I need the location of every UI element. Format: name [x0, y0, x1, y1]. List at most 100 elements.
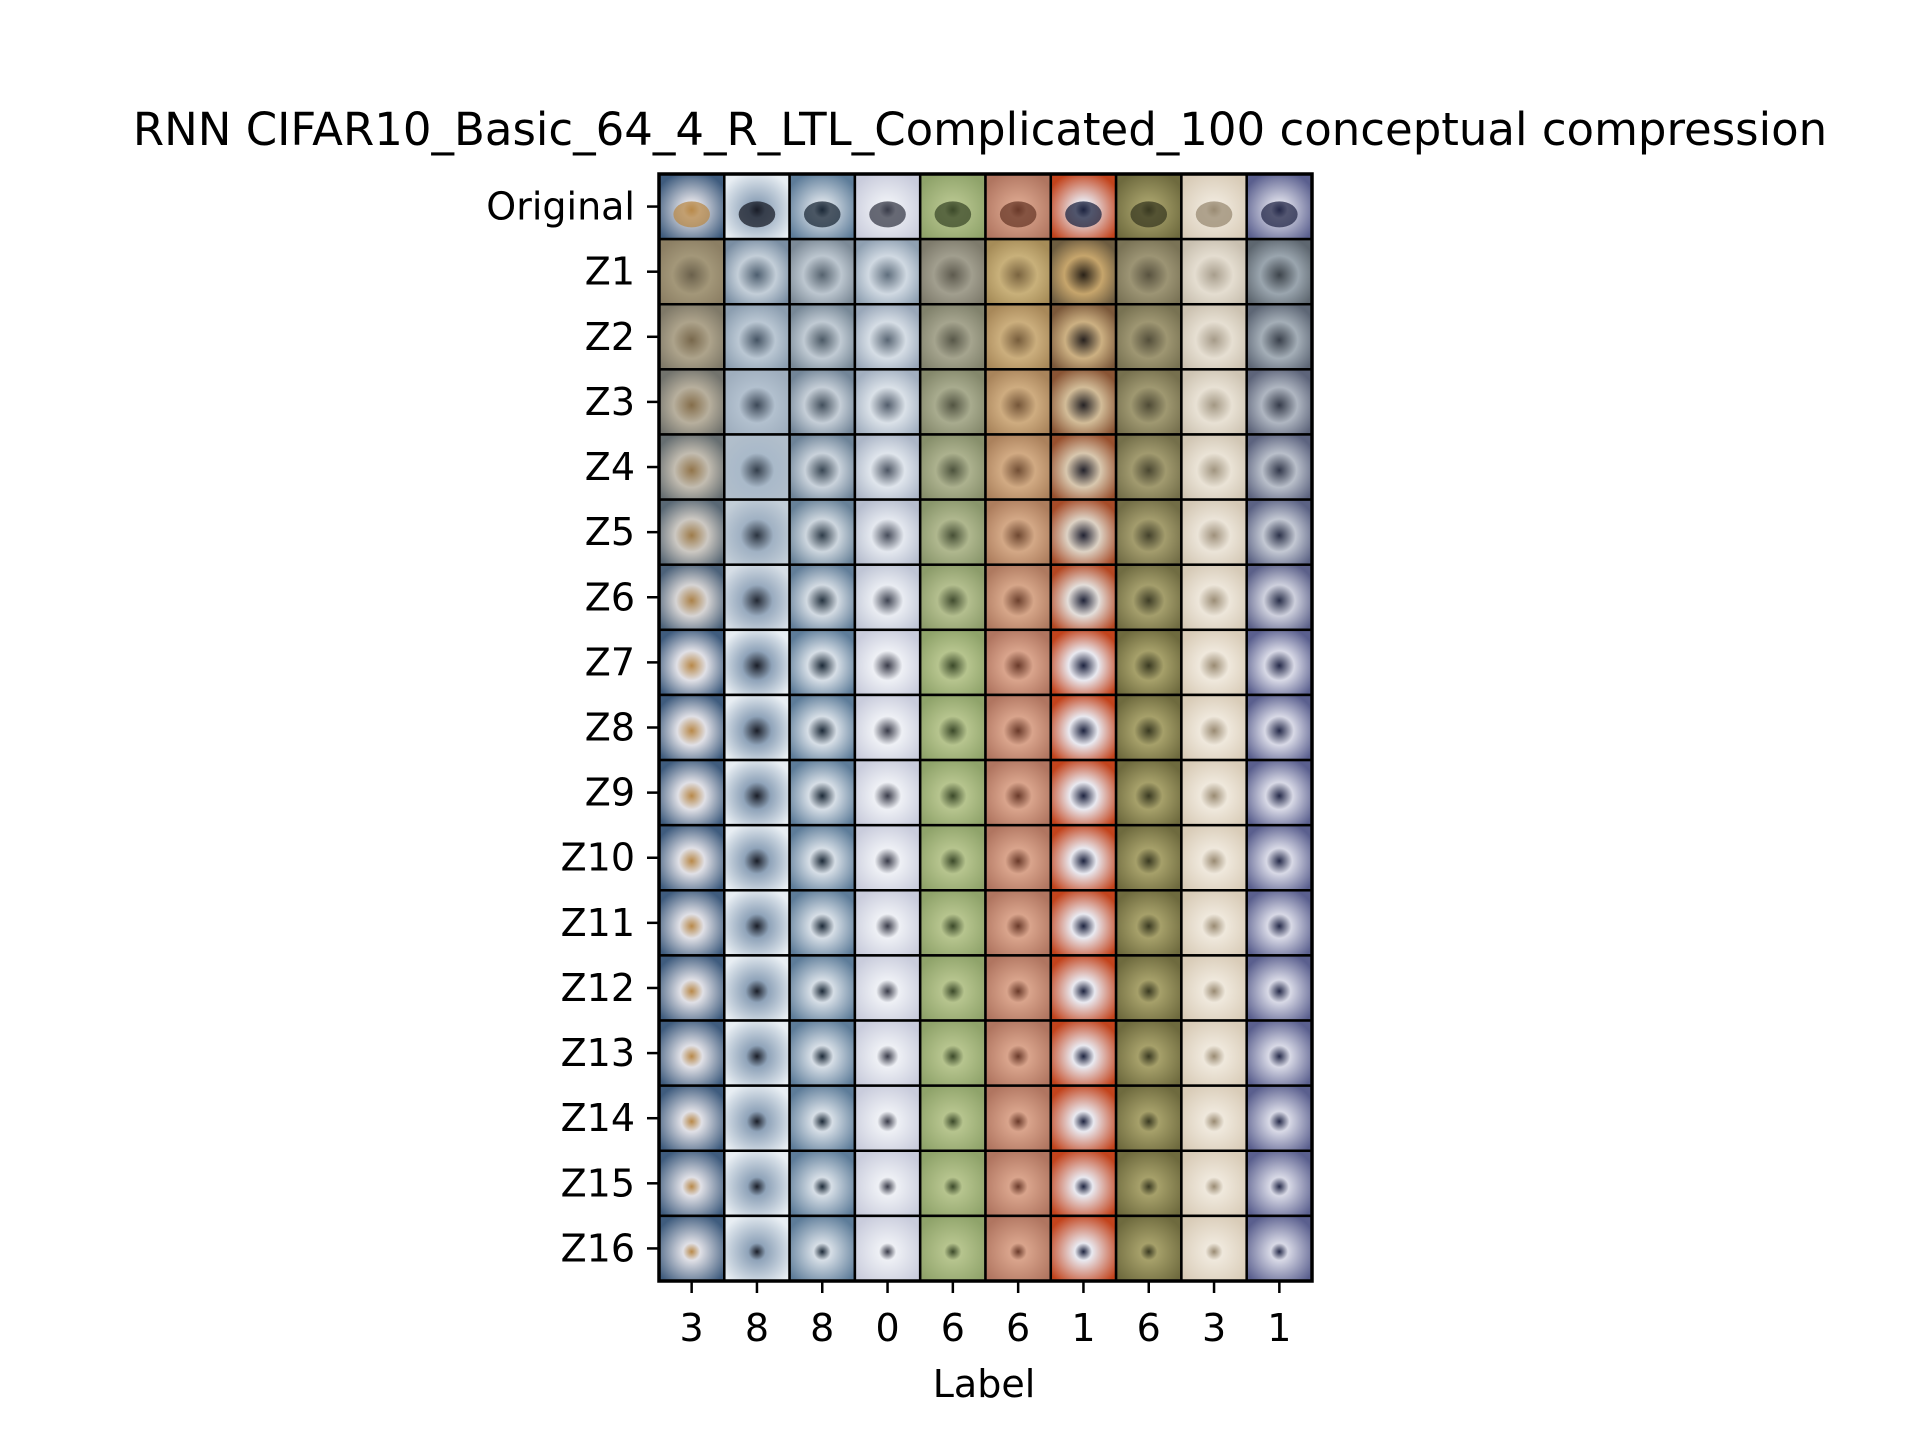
grid-cell-z8-col2 [723, 693, 791, 762]
row-tick-label: Original [486, 185, 635, 229]
grid-cell-z11-col2 [723, 889, 791, 957]
grid-cell-z11-col4 [853, 889, 922, 957]
grid-cell-z15-col4 [853, 1149, 922, 1218]
row-tick-label: Z2 [585, 315, 635, 359]
grid-cell-z3-col6 [984, 368, 1053, 436]
grid-cell-z13-col10 [1245, 1019, 1314, 1087]
grid-cell-z14-col10 [1245, 1084, 1314, 1153]
column-tick-label: 1 [1071, 1306, 1095, 1350]
grid-cell-z13-col1 [657, 1019, 726, 1087]
grid-cell-z12-col3 [788, 954, 857, 1022]
x-axis-label: Label [933, 1362, 1036, 1406]
grid-cell-z7-col5 [918, 628, 987, 697]
grid-cell-z9-col5 [918, 758, 987, 827]
row-tick-label: Z13 [561, 1031, 635, 1075]
grid-cell-z4-col6 [984, 433, 1053, 501]
grid-cell-z4-col7 [1049, 433, 1118, 501]
grid-cell-z9-col2 [723, 758, 791, 827]
grid-cell-z11-col8 [1114, 889, 1183, 957]
column-tick-label: 8 [745, 1306, 769, 1350]
original-image-subject [673, 201, 710, 228]
grid-cell-z5-col9 [1180, 498, 1248, 566]
grid-cell-z8-col9 [1180, 693, 1248, 762]
row-tick-labels: Original Z1 Z2 Z3 Z4 Z5 Z6 Z7 Z8 Z9 Z10 Z11 Z12 Z13 Z1… [486, 185, 659, 1270]
grid-cell-z1-col9 [1180, 237, 1248, 306]
grid-cell-z14-col7 [1049, 1084, 1118, 1153]
original-image-subject [803, 201, 841, 228]
grid-cell-z12-col1 [657, 954, 726, 1022]
grid-cell-z9-col3 [788, 758, 857, 827]
grid-cell-z4-col1 [657, 433, 726, 501]
grid-cell-z5-col8 [1114, 498, 1183, 566]
grid-cell-z16-col10 [1245, 1214, 1314, 1283]
grid-cell-z13-col3 [788, 1019, 857, 1087]
grid-cell-z14-col8 [1114, 1084, 1183, 1153]
grid-cell-z3-col7 [1049, 368, 1118, 436]
grid-cell-z9-col9 [1180, 758, 1248, 827]
grid-cell-z8-col1 [657, 693, 726, 762]
grid-cell-z14-col1 [657, 1084, 726, 1153]
grid-cell-z3-col5 [918, 368, 987, 436]
grid-cell-z2-col8 [1114, 302, 1183, 371]
original-image-subject [1195, 201, 1233, 228]
grid-cell-z2-col5 [918, 302, 987, 371]
grid-cell-z7-col1 [657, 628, 726, 697]
grid-cell-z15-col3 [788, 1149, 857, 1218]
column-tick-label: 3 [680, 1306, 704, 1350]
axes-frame [657, 172, 1314, 1283]
grid-cell-z5-col1 [657, 498, 726, 566]
grid-cell-z9-col1 [657, 758, 726, 827]
grid-cell-z16-col5 [918, 1214, 987, 1283]
grid-cell-z16-col6 [984, 1214, 1053, 1283]
grid-cell-z15-col6 [984, 1149, 1053, 1218]
grid-cell-z4-col5 [918, 433, 987, 501]
grid-cell-z2-col1 [657, 302, 726, 371]
grid-cell-z1-col3 [788, 237, 857, 306]
row-tick-label: Z3 [585, 380, 635, 424]
chart-title: RNN CIFAR10_Basic_64_4_R_LTL_Complicated… [133, 103, 1827, 156]
grid-cell-z16-col9 [1180, 1214, 1248, 1283]
grid-cell-z15-col5 [918, 1149, 987, 1218]
column-tick-label: 1 [1267, 1306, 1291, 1350]
grid-cell-z4-col3 [788, 433, 857, 501]
grid-cell-z8-col5 [918, 693, 987, 762]
grid-cell-z5-col5 [918, 498, 987, 566]
grid-cell-z3-col10 [1245, 368, 1314, 436]
grid-cell-z9-col6 [984, 758, 1053, 827]
grid-cell-z13-col2 [723, 1019, 791, 1087]
grid-cell-z13-col4 [853, 1019, 922, 1087]
grid-cell-z3-col8 [1114, 368, 1183, 436]
row-tick-label: Z7 [585, 640, 635, 684]
grid-cell-z8-col8 [1114, 693, 1183, 762]
grid-cell-z10-col8 [1114, 823, 1183, 892]
grid-cell-z15-col7 [1049, 1149, 1118, 1218]
row-tick-label: Z1 [585, 250, 635, 294]
grid-cell-z6-col6 [984, 563, 1053, 632]
grid-cell-z15-col9 [1180, 1149, 1248, 1218]
grid-cell-z2-col2 [723, 302, 791, 371]
grid-cell-z4-col9 [1180, 433, 1248, 501]
grid-cell-z8-col6 [984, 693, 1053, 762]
grid-cell-z10-col1 [657, 823, 726, 892]
grid-cell-z1-col6 [984, 237, 1053, 306]
grid-cell-z4-col8 [1114, 433, 1183, 501]
original-image-subject [869, 201, 906, 228]
column-tick-label: 6 [941, 1306, 965, 1350]
grid-cell-z3-col9 [1180, 368, 1248, 436]
grid-cell-z10-col3 [788, 823, 857, 892]
grid-cell-z12-col8 [1114, 954, 1183, 1022]
grid-cell-z12-col7 [1049, 954, 1118, 1022]
grid-cell-z9-col8 [1114, 758, 1183, 827]
grid-cell-z7-col8 [1114, 628, 1183, 697]
row-tick-label: Z9 [585, 771, 635, 815]
row-tick-label: Z8 [585, 706, 635, 750]
grid-cell-z6-col8 [1114, 563, 1183, 632]
grid-cell-z7-col9 [1180, 628, 1248, 697]
grid-cell-z2-col9 [1180, 302, 1248, 371]
grid-cell-z11-col3 [788, 889, 857, 957]
grid-cell-z6-col5 [918, 563, 987, 632]
grid-cell-z1-col10 [1245, 237, 1314, 306]
grid-cell-z6-col7 [1049, 563, 1118, 632]
grid-cell-z3-col4 [853, 368, 922, 436]
grid-cell-z11-col9 [1180, 889, 1248, 957]
